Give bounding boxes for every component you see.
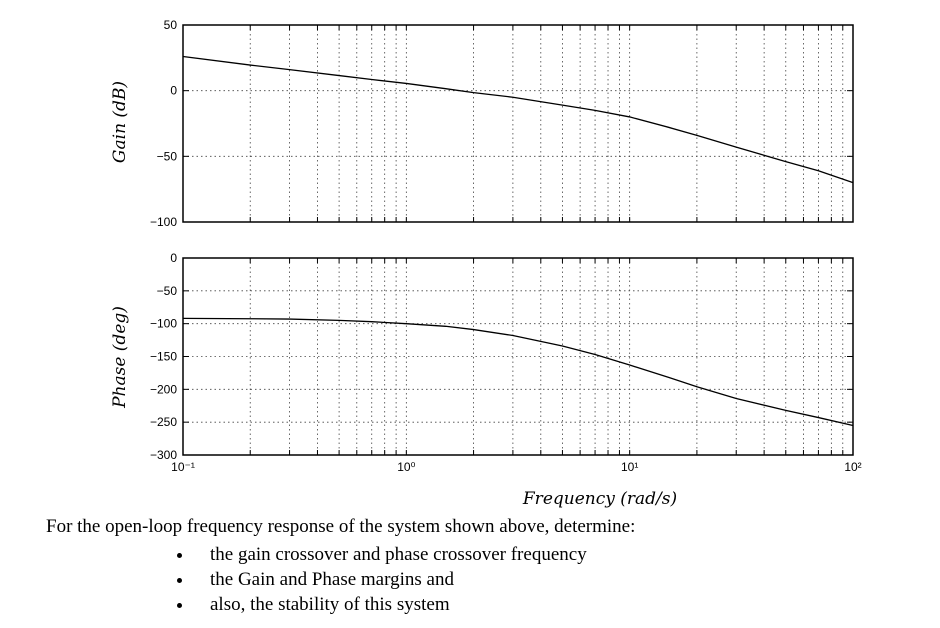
question-item: also, the stability of this system (194, 592, 926, 617)
x-tick-label: 10⁻¹ (171, 460, 195, 474)
plot-frame (182, 257, 854, 456)
question-block: For the open-loop frequency response of … (46, 516, 926, 617)
y-tick-label: −100 (150, 317, 177, 331)
question-item: the gain crossover and phase crossover f… (194, 542, 926, 567)
x-tick-label: 10⁰ (397, 460, 415, 474)
gain-axis-label: Gain (dB) (110, 81, 130, 163)
y-tick-label: −150 (150, 350, 177, 364)
y-tick-label: −200 (150, 382, 177, 396)
y-tick-label: 50 (164, 18, 178, 32)
y-tick-label: 0 (170, 251, 177, 265)
y-tick-label: −50 (157, 284, 178, 298)
question-list: the gain crossover and phase crossover f… (46, 542, 926, 617)
frequency-axis-label: Frequency (rad/s) (522, 489, 677, 509)
x-tick-label: 10² (844, 460, 861, 474)
phase-curve (182, 317, 854, 427)
x-tick-label: 10¹ (621, 460, 638, 474)
y-tick-label: −300 (150, 448, 177, 462)
y-tick-label: 0 (170, 84, 177, 98)
gain-curve (182, 55, 854, 184)
plot-frame (182, 24, 854, 223)
y-tick-label: −100 (150, 215, 177, 229)
phase-axis-label: Phase (deg) (110, 306, 130, 409)
question-intro: For the open-loop frequency response of … (46, 516, 636, 537)
y-tick-label: −50 (157, 149, 178, 163)
gain-plot: 50 0 −50 −100 (150, 18, 854, 229)
y-tick-label: −250 (150, 415, 177, 429)
question-item: the Gain and Phase margins and (194, 567, 926, 592)
